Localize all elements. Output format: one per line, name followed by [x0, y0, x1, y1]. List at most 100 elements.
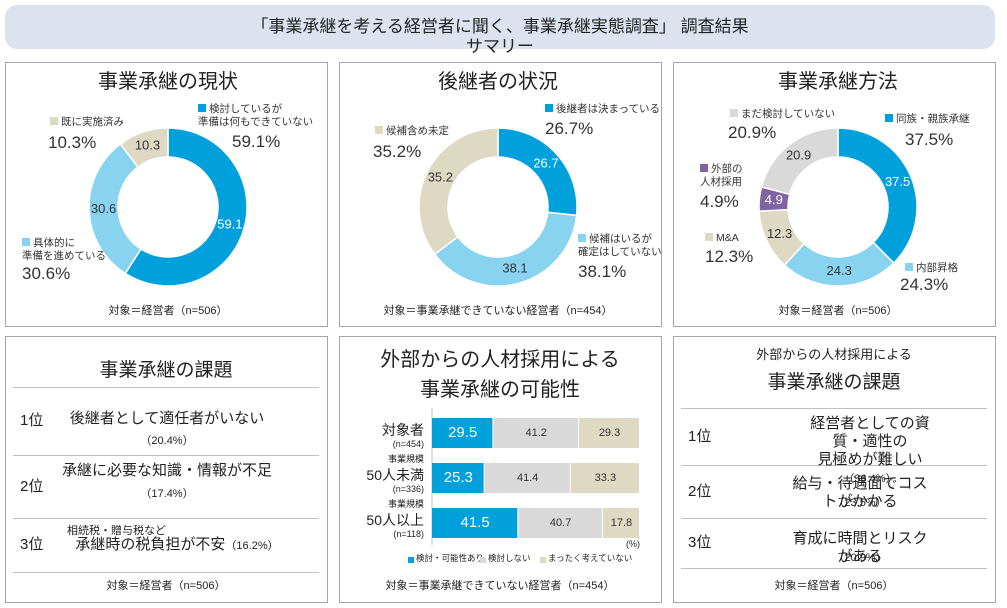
donut-segment: [119, 127, 169, 169]
bar-value-label: 41.2: [525, 427, 546, 439]
category-count: (n=454): [392, 439, 424, 449]
bar-value-label: 33.3: [595, 472, 616, 484]
percent-label: 10.3%: [48, 133, 97, 152]
bar-segment: [579, 418, 639, 448]
segment-label: 35.2: [428, 170, 453, 185]
donut-segment: [497, 127, 578, 217]
bar-segment: [484, 463, 570, 493]
percent-label: 26.7%: [545, 119, 594, 138]
chart-note: 対象＝事業承継できていない経営者（n=454）: [385, 580, 615, 592]
chart-title: 事業承継の現状: [98, 71, 238, 93]
legend-marker: [578, 234, 586, 242]
row-separator: [13, 455, 319, 456]
legend-marker: [730, 109, 738, 117]
chart-title: 後継者の状況: [438, 71, 558, 93]
header-box: [5, 5, 995, 49]
legend-label: 外部の 人材採用: [700, 163, 743, 188]
donut-segment: [124, 127, 248, 287]
panel: [339, 336, 662, 603]
row-separator: [681, 568, 987, 569]
row-text: 後継者として適任者がいない: [69, 410, 265, 427]
chart-title: 事業承継方法: [778, 71, 898, 93]
row-percent: （20.9%）: [833, 552, 887, 564]
rank-label: 1位: [688, 427, 712, 445]
chart-note: 対象＝事業承継できていない経営者（n=454）: [383, 305, 613, 317]
donut-segment: [837, 127, 918, 265]
percent-label: 24.3%: [900, 275, 949, 294]
legend-marker: [408, 557, 414, 563]
row-percent: （20.4%）: [140, 435, 194, 447]
bar-segment: [518, 508, 602, 538]
legend-marker: [480, 557, 486, 563]
legend-marker: [700, 164, 708, 172]
row-prefix: 相続税・贈与税など: [67, 525, 166, 537]
row-separator: [681, 518, 987, 519]
row-separator: [681, 408, 987, 409]
row-separator: [13, 387, 319, 388]
category-label: 対象者: [382, 422, 424, 438]
row-percent: （23.5%）: [833, 497, 887, 509]
panel: [5, 62, 328, 327]
panel: [5, 336, 328, 603]
percent-label: 38.1%: [578, 262, 627, 281]
bar-segment: [570, 463, 639, 493]
category-prefix: 事業規模: [387, 454, 424, 464]
segment-label: 26.7: [533, 155, 558, 170]
legend-label: 検討・可能性あり: [416, 553, 485, 563]
legend-label: 後継者は決まっている: [545, 103, 660, 116]
legend-label: 具体的に 準備を進めている: [22, 237, 106, 262]
bar-segment: [602, 508, 639, 538]
rank-label: 1位: [20, 412, 44, 429]
table-note: 対象＝経営者（n=506）: [106, 580, 226, 592]
table-note: 対象＝経営者（n=506）: [774, 580, 894, 592]
percent-label: 35.2%: [373, 142, 422, 161]
bar-segment: [432, 463, 484, 493]
bar-value-label: 17.8: [611, 517, 632, 529]
page-title: 「事業承継を考える経営者に聞く、事業承継実態調査」 調査結果サマリー: [251, 17, 749, 57]
row-separator: [13, 518, 319, 519]
legend-label: 候補はいるが 確定はしていない: [578, 233, 662, 258]
row-text: 承継時の税負担が不安（16.2%）: [75, 536, 279, 553]
bar-segment: [493, 418, 579, 448]
percent-label: 59.1%: [232, 132, 281, 151]
segment-label: 30.6: [91, 201, 116, 216]
legend-label: まったく考えていない: [548, 553, 633, 563]
donut-segment: [433, 211, 578, 287]
legend-label: 候補含め未定: [375, 125, 449, 138]
legend-label: 同族・親族承継: [885, 113, 970, 126]
table-subtitle: 外部からの人材採用による: [756, 347, 912, 362]
legend-marker: [198, 104, 206, 112]
bar-segment: [432, 508, 518, 538]
segment-label: 12.3: [767, 226, 792, 241]
bar-segment: [432, 418, 493, 448]
bar-value-label: 41.5: [461, 514, 490, 531]
segment-label: 59.1: [217, 217, 242, 232]
bar-value-label: 41.4: [517, 472, 538, 484]
bar-value-label: 29.5: [448, 424, 477, 441]
panel: [673, 62, 996, 327]
rank-label: 3位: [688, 534, 712, 551]
category-count: (n=118): [393, 529, 424, 539]
chart-note: 対象＝経営者（n=506）: [108, 305, 228, 317]
legend-marker: [50, 117, 58, 125]
legend-marker: [885, 114, 893, 122]
category-label: 50人以上: [366, 512, 424, 528]
legend-marker: [905, 263, 913, 271]
segment-label: 24.3: [827, 263, 852, 278]
percent-label: 20.9%: [728, 123, 777, 142]
row-text: 給与・待遇面でコストがかかる: [792, 475, 928, 510]
legend-label: 内部昇格: [905, 262, 958, 275]
donut-segment: [760, 127, 839, 196]
table-title: 事業承継の課題: [99, 360, 233, 381]
legend-label: M&A: [705, 232, 739, 245]
row-separator: [13, 572, 319, 573]
category-prefix: 事業規模: [387, 499, 424, 509]
percent-label: 4.9%: [700, 192, 739, 211]
legend-marker: [705, 233, 713, 241]
panel: [339, 62, 662, 327]
legend-marker: [545, 104, 553, 112]
legend-label: 検討しない: [488, 553, 531, 563]
segment-label: 10.3: [135, 137, 160, 152]
legend-label: 既に実施済み: [50, 116, 124, 129]
